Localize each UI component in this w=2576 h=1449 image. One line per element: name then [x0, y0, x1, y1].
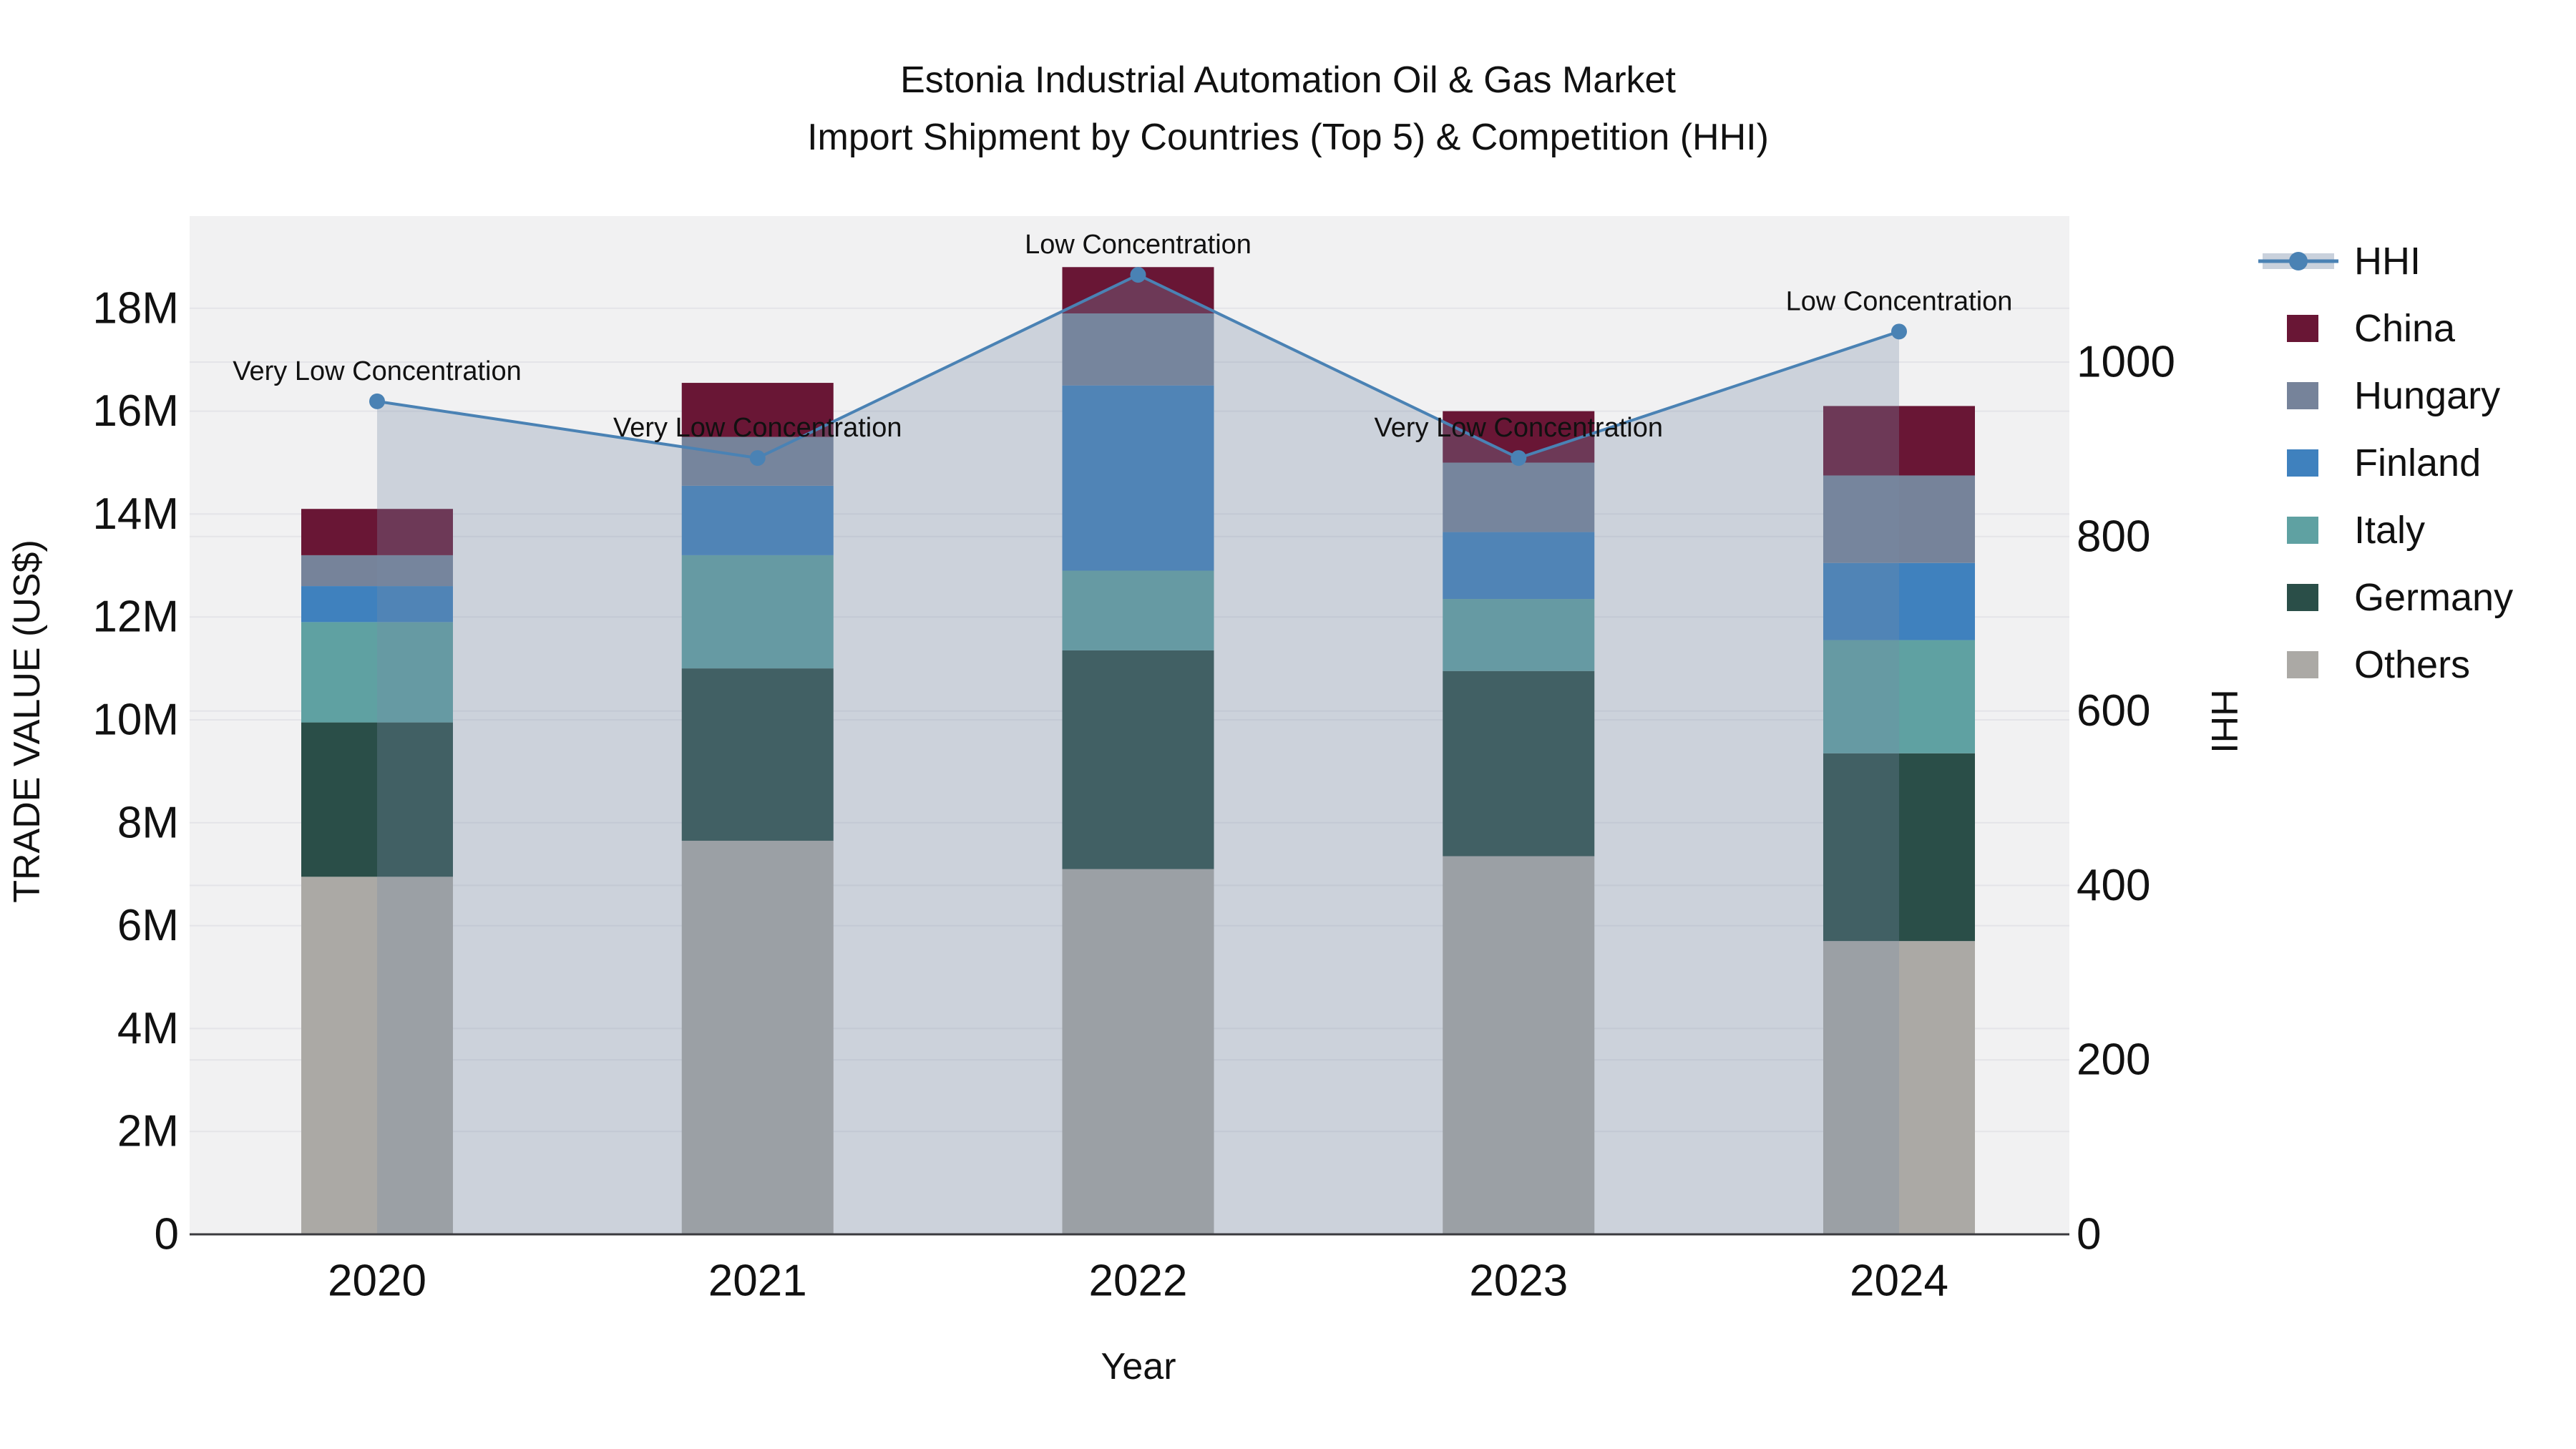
- bar-segment-germany-2020[interactable]: [301, 722, 453, 877]
- bar-segment-china-2020[interactable]: [301, 509, 453, 555]
- y-right-axis-title: HHI: [2203, 689, 2245, 753]
- y-right-tick-label: 200: [2077, 1035, 2150, 1085]
- hhi-marker-2023[interactable]: [1511, 450, 1527, 467]
- bar-segment-italy-2022[interactable]: [1062, 570, 1214, 650]
- hhi-marker-2022[interactable]: [1130, 267, 1146, 283]
- legend-swatch-china[interactable]: [2287, 315, 2318, 342]
- bar-segment-hungary-2023[interactable]: [1443, 462, 1595, 532]
- bar-segment-others-2020[interactable]: [301, 877, 453, 1234]
- legend-swatch-germany[interactable]: [2287, 584, 2318, 611]
- bar-segment-italy-2024[interactable]: [1823, 640, 1975, 753]
- y-left-tick-label: 6M: [117, 901, 179, 950]
- legend-swatch-finland[interactable]: [2287, 449, 2318, 477]
- bar-segment-germany-2021[interactable]: [681, 668, 834, 841]
- y-right-tick-label: 400: [2077, 861, 2150, 910]
- y-left-tick-label: 16M: [92, 386, 179, 436]
- bar-segment-china-2021[interactable]: [681, 383, 834, 437]
- bar-segment-italy-2020[interactable]: [301, 622, 453, 723]
- y-right-tick-label: 1000: [2077, 338, 2175, 387]
- y-left-tick-label: 18M: [92, 283, 179, 333]
- chart-title-line2: Import Shipment by Countries (Top 5) & C…: [807, 117, 1769, 158]
- hhi-area-fill: [377, 275, 1899, 1235]
- bar-segment-others-2021[interactable]: [681, 840, 834, 1234]
- hhi-marker-2020[interactable]: [369, 393, 385, 409]
- x-tick-label-2021: 2021: [708, 1257, 807, 1306]
- legend-swatch-italy[interactable]: [2287, 517, 2318, 544]
- bar-segment-finland-2022[interactable]: [1062, 385, 1214, 571]
- x-tick-label-2022: 2022: [1089, 1257, 1188, 1306]
- x-tick-label-2020: 2020: [328, 1257, 426, 1306]
- legend-swatch-others[interactable]: [2287, 651, 2318, 678]
- annotation-concentration: Very Low Concentration: [613, 413, 902, 443]
- y-left-axis-title: TRADE VALUE (US$): [6, 540, 48, 903]
- bar-segment-others-2024[interactable]: [1823, 941, 1975, 1234]
- hhi-marker-2021[interactable]: [749, 450, 766, 467]
- legend-label-china[interactable]: China: [2354, 307, 2456, 350]
- bar-segment-germany-2023[interactable]: [1443, 670, 1595, 857]
- bar-segment-italy-2021[interactable]: [681, 555, 834, 669]
- legend-label-hhi[interactable]: HHI: [2354, 240, 2421, 283]
- legend-label-italy[interactable]: Italy: [2354, 509, 2425, 552]
- bar-segment-hungary-2024[interactable]: [1823, 475, 1975, 563]
- annotation-concentration: Low Concentration: [1786, 286, 2013, 316]
- legend-label-germany[interactable]: Germany: [2354, 576, 2513, 619]
- bar-segment-china-2024[interactable]: [1823, 406, 1975, 476]
- y-right-tick-label: 800: [2077, 512, 2150, 561]
- y-left-tick-label: 2M: [117, 1107, 179, 1156]
- annotation-concentration: Low Concentration: [1025, 230, 1252, 260]
- bar-segment-italy-2023[interactable]: [1443, 599, 1595, 671]
- y-left-tick-label: 0: [155, 1210, 179, 1259]
- legend-label-finland[interactable]: Finland: [2354, 441, 2481, 484]
- y-left-tick-label: 10M: [92, 696, 179, 745]
- bar-segment-germany-2022[interactable]: [1062, 650, 1214, 869]
- y-left-tick-label: 12M: [92, 592, 179, 642]
- annotation-concentration: Very Low Concentration: [1375, 413, 1663, 443]
- x-tick-label-2023: 2023: [1469, 1257, 1568, 1306]
- bar-segment-others-2022[interactable]: [1062, 869, 1214, 1234]
- bar-segment-finland-2021[interactable]: [681, 485, 834, 555]
- bar-segment-hungary-2022[interactable]: [1062, 313, 1214, 386]
- bar-segment-finland-2023[interactable]: [1443, 532, 1595, 600]
- x-tick-label-2024: 2024: [1850, 1257, 1948, 1306]
- y-right-tick-label: 600: [2077, 686, 2150, 736]
- bar-segment-finland-2020[interactable]: [301, 586, 453, 623]
- chart-title-line1: Estonia Industrial Automation Oil & Gas …: [900, 59, 1676, 101]
- hhi-marker-2024[interactable]: [1891, 323, 1907, 340]
- legend-hhi-marker: [2289, 252, 2308, 270]
- annotation-concentration: Very Low Concentration: [233, 356, 521, 386]
- legend-swatch-hungary[interactable]: [2287, 382, 2318, 409]
- legend-label-hungary[interactable]: Hungary: [2354, 374, 2500, 417]
- bar-segment-finland-2024[interactable]: [1823, 562, 1975, 640]
- y-right-tick-label: 0: [2077, 1210, 2101, 1259]
- bar-segment-germany-2024[interactable]: [1823, 753, 1975, 942]
- x-axis-title: Year: [1101, 1346, 1176, 1387]
- y-left-tick-label: 14M: [92, 489, 179, 539]
- y-left-tick-label: 8M: [117, 798, 179, 847]
- bar-segment-hungary-2020[interactable]: [301, 555, 453, 587]
- bar-segment-others-2023[interactable]: [1443, 856, 1595, 1234]
- legend-label-others[interactable]: Others: [2354, 643, 2470, 686]
- y-left-tick-label: 4M: [117, 1004, 179, 1053]
